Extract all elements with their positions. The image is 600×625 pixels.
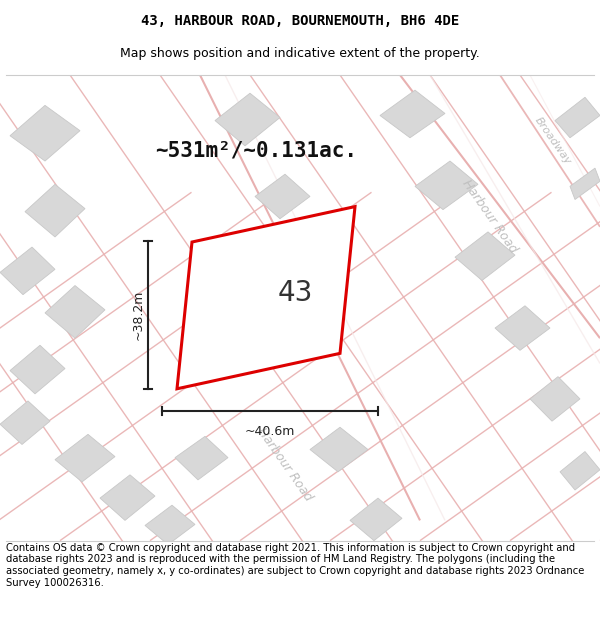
Polygon shape [45,286,105,338]
Polygon shape [255,174,310,219]
Polygon shape [530,377,580,421]
Text: Map shows position and indicative extent of the property.: Map shows position and indicative extent… [120,48,480,61]
Text: 43, HARBOUR ROAD, BOURNEMOUTH, BH6 4DE: 43, HARBOUR ROAD, BOURNEMOUTH, BH6 4DE [141,14,459,28]
Polygon shape [145,505,195,544]
Polygon shape [175,436,228,480]
Polygon shape [415,161,478,209]
Polygon shape [570,168,600,199]
Polygon shape [455,232,515,281]
Polygon shape [215,93,280,146]
Text: Harbour Road: Harbour Road [255,426,315,504]
Text: ~38.2m: ~38.2m [131,290,145,340]
Polygon shape [177,207,355,389]
Polygon shape [55,434,115,482]
Text: Contains OS data © Crown copyright and database right 2021. This information is : Contains OS data © Crown copyright and d… [6,543,584,588]
Polygon shape [100,475,155,521]
Polygon shape [560,451,600,490]
Polygon shape [555,98,600,138]
Polygon shape [25,184,85,237]
Polygon shape [350,498,402,541]
Polygon shape [10,345,65,394]
Text: Broadway: Broadway [533,115,573,166]
Polygon shape [495,306,550,351]
Text: ~40.6m: ~40.6m [245,425,295,438]
Polygon shape [380,90,445,138]
Text: 43: 43 [277,279,313,307]
Polygon shape [10,106,80,161]
Text: Harbour Road: Harbour Road [460,177,520,256]
Polygon shape [0,247,55,294]
Polygon shape [310,428,368,472]
Text: ~531m²/~0.131ac.: ~531m²/~0.131ac. [155,141,357,161]
Polygon shape [295,252,345,292]
Polygon shape [0,401,50,444]
